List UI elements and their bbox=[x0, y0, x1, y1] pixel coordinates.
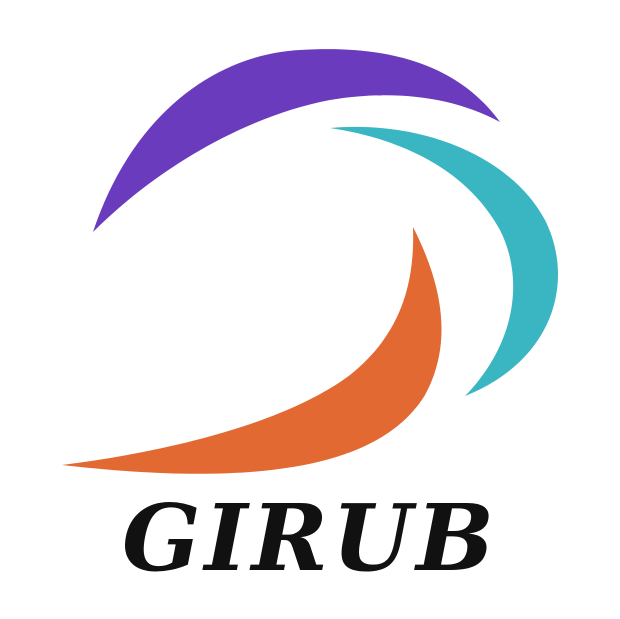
orange-swoosh bbox=[62, 227, 442, 474]
teal-swoosh bbox=[330, 126, 559, 396]
logo-wordmark: GIRUB bbox=[121, 484, 499, 592]
purple-swoosh bbox=[93, 49, 500, 233]
